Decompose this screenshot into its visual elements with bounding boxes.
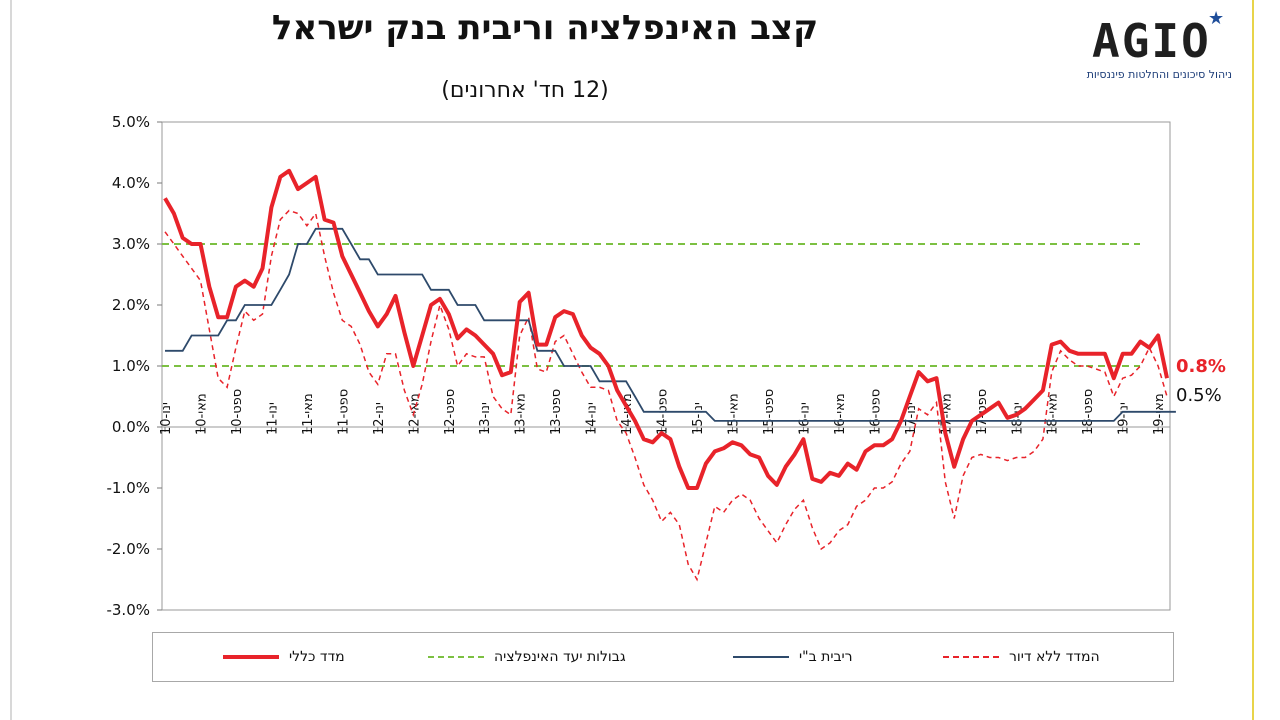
x-tick-label: ספט-10 xyxy=(230,389,245,435)
x-tick-label: מאי-11 xyxy=(301,393,316,435)
x-tick-label: ינו-15 xyxy=(691,402,706,435)
series-line-no-housing xyxy=(164,209,1168,582)
legend-label-interest: ריבית ב"י xyxy=(799,649,853,665)
y-tick-label: -2.0% xyxy=(106,540,150,558)
legend-item-interest: ריבית ב"י xyxy=(733,647,853,667)
agio-logo: AGIO ★ ניהול סיכונים והחלטות פיננסיות xyxy=(1062,8,1242,84)
legend-label-no-housing: המדד ללא דיור xyxy=(1009,649,1100,665)
star-icon: ★ xyxy=(1208,8,1225,29)
x-tick-label: ינו-19 xyxy=(1117,402,1132,435)
x-tick-label: מאי-15 xyxy=(727,393,742,435)
x-tick-label: ספט-18 xyxy=(1081,389,1096,435)
x-tick-label: מאי-10 xyxy=(194,393,209,435)
end-label-cpi: 0.8% xyxy=(1176,356,1226,377)
legend-item-cpi: מדד כללי xyxy=(223,647,345,667)
x-tick-label: ספט-13 xyxy=(549,389,564,435)
legend-item-target: גבולות יעד האינפלציה xyxy=(428,647,626,667)
y-tick-label: -1.0% xyxy=(106,479,150,497)
y-tick-label: 3.0% xyxy=(112,235,150,253)
x-tick-label: ינו-14 xyxy=(585,402,600,435)
chart-legend: המדד ללא דיור ריבית ב"י גבולות יעד האינפ… xyxy=(152,632,1174,682)
legend-swatch-no-housing xyxy=(943,656,999,658)
legend-swatch-cpi xyxy=(223,655,279,659)
x-tick-label: ינו-12 xyxy=(372,402,387,435)
y-tick-label: 4.0% xyxy=(112,174,150,192)
y-tick-label: 2.0% xyxy=(112,296,150,314)
x-tick-label: מאי-13 xyxy=(514,393,529,435)
y-tick-label: -3.0% xyxy=(106,601,150,619)
legend-swatch-interest xyxy=(733,656,789,658)
x-tick-label: מאי-19 xyxy=(1152,393,1167,435)
chart-svg: 5.0% 4.0% 3.0% 2.0% 1.0% 0.0% -1.0% -2.0% -3.0% י… xyxy=(106,113,1176,619)
legend-swatch-target xyxy=(428,656,484,658)
x-tick-label: ינו-10 xyxy=(159,402,174,435)
chart-title: קצב האינפלציה וריבית בנק ישראל xyxy=(271,8,819,48)
frame-right-border xyxy=(1252,0,1254,720)
x-tick-label: מאי-18 xyxy=(1046,393,1061,435)
x-tick-label: ספט-11 xyxy=(336,389,351,435)
x-tick-label: ספט-16 xyxy=(868,389,883,435)
y-tick-label: 5.0% xyxy=(112,113,150,131)
logo-tagline: ניהול סיכונים והחלטות פיננסיות xyxy=(1086,68,1232,81)
x-tick-label: מאי-16 xyxy=(833,393,848,435)
legend-label-cpi: מדד כללי xyxy=(289,649,345,665)
y-tick-label: 1.0% xyxy=(112,357,150,375)
x-tick-label: ינו-16 xyxy=(797,402,812,435)
x-tick-label: ינו-13 xyxy=(478,402,493,435)
chart-subtitle: (12 חד' אחרונים) xyxy=(441,78,609,103)
x-tick-label: מאי-12 xyxy=(407,393,422,435)
legend-label-target: גבולות יעד האינפלציה xyxy=(494,649,626,665)
x-tick-label: ספט-15 xyxy=(762,389,777,435)
end-label-interest: 0.5% xyxy=(1176,385,1222,406)
legend-item-no-housing: המדד ללא דיור xyxy=(943,647,1100,667)
x-tick-label: ספט-12 xyxy=(443,389,458,435)
frame-left-border xyxy=(10,0,12,720)
logo-text: AGIO xyxy=(1092,14,1211,68)
series-line-cpi xyxy=(163,168,1169,490)
x-tick-label: ינו-11 xyxy=(265,402,280,435)
x-tick-label: ינו-18 xyxy=(1010,402,1025,435)
y-tick-label: 0.0% xyxy=(112,418,150,436)
